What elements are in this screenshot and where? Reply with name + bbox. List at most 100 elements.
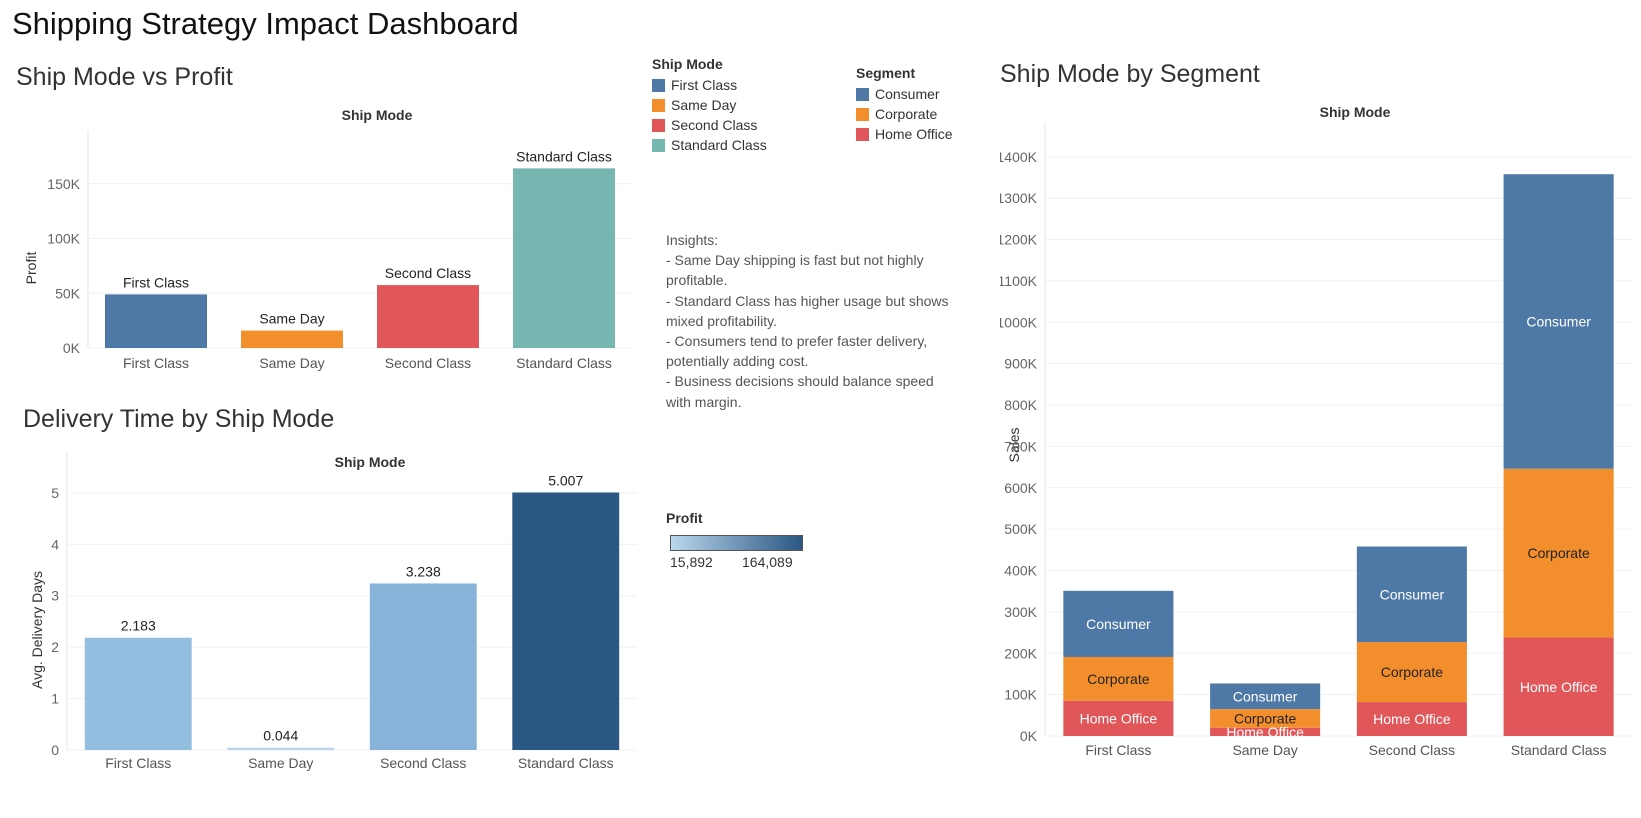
delivery-bar[interactable] — [369, 583, 477, 750]
segment-legend-swatch — [856, 107, 869, 121]
segment-legend-label: Corporate — [875, 106, 938, 122]
segment-bar-corporate[interactable] — [1356, 642, 1467, 703]
segment-bar-home-office[interactable] — [1063, 700, 1174, 736]
segment-y-tick-label: 1300K — [1000, 190, 1038, 206]
segment-legend-item[interactable]: Corporate — [856, 104, 953, 124]
segment-chart-title: Ship Mode by Segment — [1000, 60, 1260, 88]
ship-mode-legend-swatch — [652, 78, 665, 92]
segment-y-tick-label: 1400K — [1000, 149, 1038, 165]
segment-bar-label: Consumer — [1086, 616, 1151, 632]
delivery-y-tick-label: 5 — [51, 485, 59, 501]
insights-line: potentially adding cost. — [666, 353, 809, 370]
ship-mode-legend-item[interactable]: Same Day — [652, 95, 767, 115]
profit-bar[interactable] — [513, 168, 615, 348]
ship-mode-legend-swatch — [652, 118, 665, 132]
segment-legend: Segment Consumer Corporate Home Office — [856, 65, 953, 144]
insights-line: - Standard Class has higher usage but sh… — [666, 292, 949, 309]
delivery-column-header: Ship Mode — [335, 454, 406, 470]
segment-bar-label: Corporate — [1527, 545, 1589, 561]
segment-bar-corporate[interactable] — [1063, 656, 1174, 701]
delivery-y-tick-label: 3 — [51, 588, 59, 604]
ship-mode-legend-label: Standard Class — [671, 137, 767, 153]
delivery-chart: Ship Mode Avg. Delivery Days 0 1 2 3 4 5 2.18… — [29, 452, 637, 771]
profit-y-tick-label: 50K — [55, 285, 81, 301]
segment-legend-label: Home Office — [875, 126, 953, 142]
profit-bar-labels: First Class Same Day Second Class Standard … — [123, 148, 612, 326]
delivery-x-tick-label: Standard Class — [518, 755, 614, 771]
profit-bars — [105, 168, 615, 348]
ship-mode-legend: Ship Mode First Class Same Day Second Clas… — [652, 56, 767, 155]
segment-legend-item[interactable]: Home Office — [856, 124, 953, 144]
dashboard-title: Shipping Strategy Impact Dashboard — [12, 6, 519, 41]
profit-bar[interactable] — [241, 330, 343, 348]
profit-bar[interactable] — [105, 294, 207, 348]
segment-bar-label: Home Office — [1373, 711, 1451, 727]
segment-bar-consumer[interactable] — [1503, 174, 1614, 469]
segment-y-tick-label: 700K — [1004, 438, 1037, 454]
segment-bar-label: Consumer — [1233, 688, 1298, 704]
segment-legend-swatch — [856, 127, 869, 141]
ship-mode-legend-item[interactable]: First Class — [652, 75, 767, 95]
profit-x-tick-label: Same Day — [259, 355, 324, 371]
insights-text: Insights: - Same Day shipping is fast bu… — [666, 230, 996, 412]
segment-y-tick-label: 900K — [1004, 356, 1037, 372]
profit-bar[interactable] — [377, 285, 479, 348]
delivery-chart-title: Delivery Time by Ship Mode — [23, 405, 335, 433]
ship-mode-legend-swatch — [652, 98, 665, 112]
profit-x-ticks: First Class Same Day Second Class Standard … — [123, 355, 612, 371]
profit-chart-title: Ship Mode vs Profit — [16, 63, 233, 91]
delivery-value-label: 2.183 — [121, 618, 156, 634]
segment-bar-home-office[interactable] — [1210, 727, 1321, 736]
ship-mode-legend-item[interactable]: Standard Class — [652, 135, 767, 155]
segment-bar-corporate[interactable] — [1503, 468, 1614, 638]
ship-mode-legend-item[interactable]: Second Class — [652, 115, 767, 135]
delivery-y-tick-label: 1 — [51, 691, 59, 707]
segment-y-tick-label: 500K — [1004, 521, 1037, 537]
insights-line: - Business decisions should balance spee… — [666, 373, 934, 390]
segment-x-ticks: First Class Same Day Second Class Standard … — [1085, 742, 1606, 758]
segment-column-header: Ship Mode — [1320, 104, 1391, 120]
segment-bar-home-office[interactable] — [1356, 702, 1467, 736]
delivery-bar[interactable] — [512, 492, 620, 750]
profit-x-tick-label: First Class — [123, 355, 189, 371]
delivery-y-ticks: 0 1 2 3 4 5 — [51, 485, 59, 758]
segment-y-tick-label: 800K — [1004, 397, 1037, 413]
segment-bar-corporate[interactable] — [1210, 709, 1321, 728]
delivery-bar[interactable] — [84, 637, 192, 750]
delivery-x-tick-label: Second Class — [380, 755, 466, 771]
segment-y-axis-label: Sales — [1006, 427, 1022, 462]
segment-bar-label: Consumer — [1380, 586, 1445, 602]
segment-bar-label: Corporate — [1234, 710, 1296, 726]
delivery-x-ticks: First Class Same Day Second Class Standard … — [105, 755, 613, 771]
profit-x-tick-label: Second Class — [385, 355, 471, 371]
segment-bar-consumer[interactable] — [1210, 683, 1321, 710]
ship-mode-legend-title: Ship Mode — [652, 56, 723, 72]
insights-line: - Consumers tend to prefer faster delive… — [666, 333, 928, 350]
segment-y-tick-label: 1000K — [1000, 314, 1038, 330]
delivery-bars — [84, 492, 620, 750]
profit-chart: Ship Mode Profit 0K 50K 100K 150K First Cla… — [23, 107, 632, 371]
segment-bar-label: Corporate — [1087, 671, 1149, 687]
delivery-y-tick-label: 2 — [51, 639, 59, 655]
delivery-bar[interactable] — [227, 747, 335, 750]
segment-legend-swatch — [856, 87, 869, 101]
segment-legend-item[interactable]: Consumer — [856, 84, 953, 104]
delivery-x-tick-label: Same Day — [248, 755, 313, 771]
segment-stacked-bars — [1063, 174, 1614, 736]
segment-y-tick-label: 400K — [1004, 563, 1037, 579]
delivery-value-label: 0.044 — [263, 728, 298, 744]
segment-bar-label: Home Office — [1520, 679, 1598, 695]
delivery-y-axis-label: Avg. Delivery Days — [29, 571, 45, 689]
profit-color-max-label: 164,089 — [742, 554, 793, 570]
segment-x-tick-label: Standard Class — [1511, 742, 1607, 758]
profit-y-tick-label: 150K — [47, 176, 80, 192]
segment-y-tick-label: 600K — [1004, 480, 1037, 496]
segment-legend-label: Consumer — [875, 86, 940, 102]
segment-bar-label: Home Office — [1080, 710, 1158, 726]
segment-bar-consumer[interactable] — [1356, 546, 1467, 643]
segment-bar-home-office[interactable] — [1503, 637, 1614, 736]
segment-bar-labels: Home Office Corporate Consumer Home Office C… — [1080, 313, 1598, 739]
segment-bar-consumer[interactable] — [1063, 590, 1174, 657]
segment-bar-label: Consumer — [1526, 313, 1591, 329]
delivery-value-label: 3.238 — [406, 563, 441, 579]
